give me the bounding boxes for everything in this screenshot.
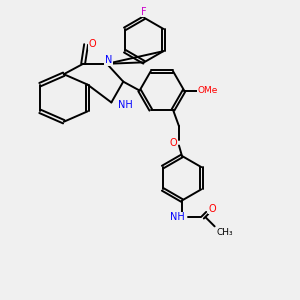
Text: O: O [88, 40, 96, 50]
Text: O: O [209, 203, 216, 214]
Text: N: N [105, 55, 112, 65]
Text: F: F [141, 7, 147, 17]
Text: OMe: OMe [198, 86, 218, 95]
Text: NH: NH [170, 212, 185, 223]
Text: O: O [169, 138, 177, 148]
Text: NH: NH [118, 100, 133, 110]
Text: CH₃: CH₃ [217, 228, 233, 237]
